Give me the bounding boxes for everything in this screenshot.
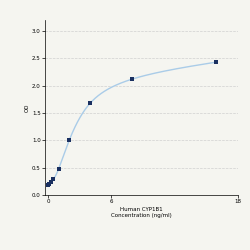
Point (52, 177, 56, 181)
Point (130, 77, 134, 81)
Point (67, 138, 71, 142)
Y-axis label: OD: OD (24, 103, 29, 112)
Point (46, 183, 50, 187)
Point (214, 60, 218, 64)
Point (57, 167, 61, 171)
X-axis label: Human CYP1B1
Concentration (ng/ml): Human CYP1B1 Concentration (ng/ml) (111, 207, 172, 218)
Point (88, 101, 92, 105)
Point (48, 182, 52, 186)
Point (47, 182, 51, 186)
Point (49, 180, 53, 184)
